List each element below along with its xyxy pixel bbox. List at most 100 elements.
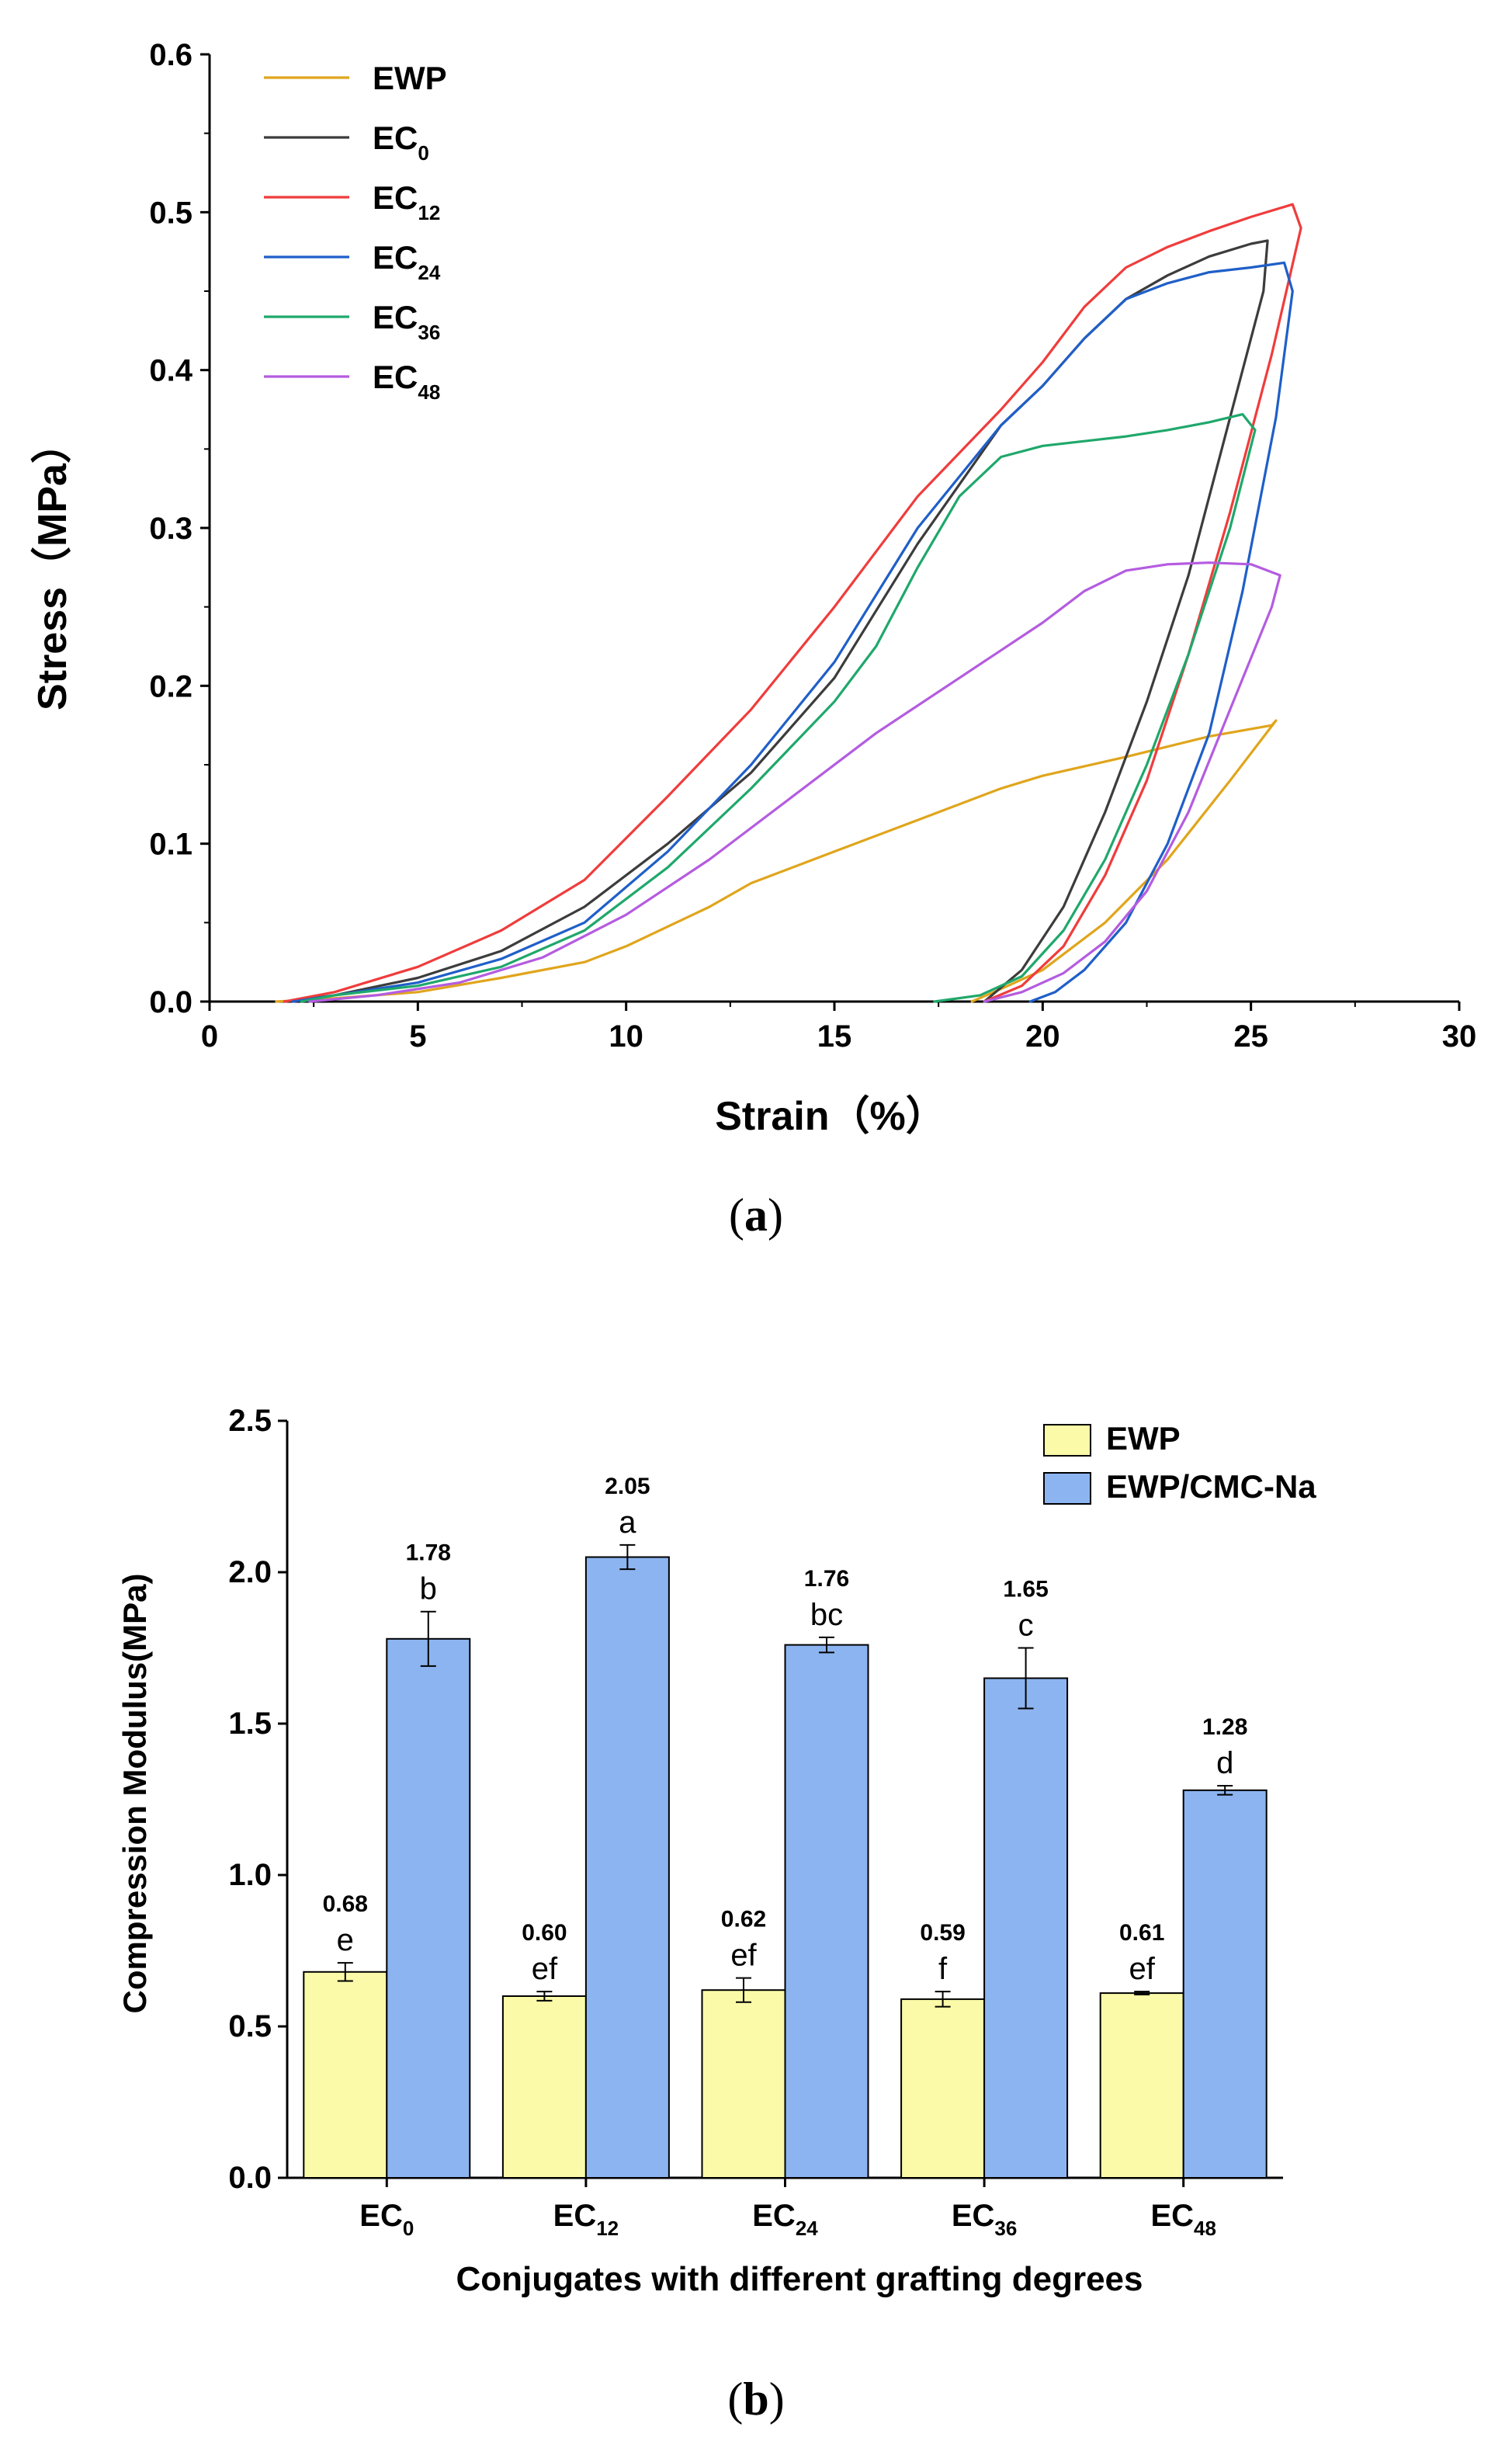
x-axis-title-a: Strain（%） [715,1094,946,1139]
significance-letter: d [1216,1746,1233,1780]
legend-label-ewp-cmc-na: EWP/CMC-Na [1106,1468,1316,1505]
y-tick-label-a: 0.1 [149,828,192,862]
significance-letter: b [420,1572,437,1606]
bar-ewp-ec48 [1099,1992,1184,2179]
series-line-ec24 [291,261,1294,1003]
y-tick-label-a: 0.6 [149,38,192,72]
data-label: 1.28 [1202,1714,1247,1740]
axes-a: 0 5 10 15 20 25 30 0.0 0.1 0.2 0.3 0.4 0.5 0.6 [149,38,1476,1054]
bar-ewp-cmc-na-ec0 [386,1637,471,2179]
data-label: 1.65 [1003,1577,1048,1602]
x-tick-label-a: 20 [1025,1019,1060,1054]
y-tick-label-a: 0.4 [149,354,192,388]
error-bar [1018,1647,1034,1710]
legend-label-ec48: EC48 [373,359,440,404]
error-bar [1134,1991,1150,1996]
x-axis-title-b: Conjugates with different grafting degre… [456,2260,1143,2298]
panel-label-b-open: ( [727,2373,743,2425]
panel-label-b-close: ) [769,2373,785,2425]
legend-label-ewp: EWP [373,60,447,96]
data-label: 2.05 [605,1474,650,1499]
error-bar [819,1636,834,1654]
legend-a: EWP EC0 EC12 EC24 EC36 EC48 [264,60,447,404]
data-label: 1.78 [406,1540,451,1566]
data-label: 0.62 [721,1907,766,1932]
significance-letter: c [1018,1609,1034,1643]
bar-ewp-cmc-na-ec48 [1182,1789,1268,2179]
error-bar [935,1991,951,2008]
y-tick-label-b: 0.5 [228,2009,272,2043]
series-lines-a [275,203,1302,1003]
stress-strain-chart: 0 5 10 15 20 25 30 0.0 0.1 0.2 0.3 0.4 0.5 0.6 EWP EC0… [30,38,1476,1241]
error-bar [1217,1784,1233,1796]
y-tick-label-a: 0.3 [149,512,192,546]
legend-label-ec0: EC0 [373,120,429,165]
series-line-ewp [275,719,1278,1003]
significance-letter: ef [730,1939,757,1973]
significance-letter: e [337,1923,354,1957]
significance-letter: f [938,1952,948,1986]
bar-ewp-cmc-na-ec36 [983,1677,1069,2179]
bar-ewp-cmc-na-ec12 [584,1556,670,2179]
legend-label-ec12: EC12 [373,179,440,224]
legend-label-ec24: EC24 [373,239,441,284]
bar-ewp-ec12 [501,1995,587,2179]
x-tick-label-a: 0 [201,1019,218,1054]
x-tick-label-ec12: EC12 [553,2199,619,2240]
y-tick-label-b: 0.0 [228,2161,272,2195]
y-tick-label-b: 1.0 [228,1858,272,1892]
data-label: 0.61 [1119,1920,1164,1946]
error-bar [337,1962,353,1982]
x-tick-label-ec36: EC36 [952,2199,1018,2240]
y-axis-title-a: Stress（MPa） [30,423,75,710]
error-bar [619,1543,636,1571]
significance-letter: bc [810,1598,843,1632]
significance-letter: a [619,1505,636,1540]
x-tick-label-a: 25 [1233,1019,1268,1054]
compression-modulus-chart: 0.0 0.5 1.0 1.5 2.0 2.5 EC0 EC12 EC24 EC36 EC48 e 0… [116,1404,1316,2425]
bar-ewp-cmc-na-ec24 [784,1644,869,2179]
data-label: 0.59 [920,1920,965,1946]
series-line-ec48 [308,561,1281,1003]
bar-ewp-ec24 [701,1989,786,2179]
panel-label-a: (a) [729,1189,783,1241]
panel-label-a-close: ) [768,1189,783,1241]
legend-swatch-ewp-cmc-na [1043,1472,1091,1505]
panel-label-b-letter: b [743,2373,768,2425]
y-tick-label-a: 0.2 [149,669,192,703]
bar-ewp-ec0 [303,1971,388,2179]
error-bar [536,1991,553,2002]
bar-labels-b: e 0.68 b 1.78 ef 0.60 a 2.05 ef 0.62 bc 1.76 f 0.59 c 1… [323,1474,1248,1986]
series-line-ec36 [300,413,1257,1003]
bar-ewp-ec36 [900,1998,986,2179]
legend-label-ewp: EWP [1106,1420,1181,1457]
error-bar [420,1610,436,1667]
error-bar [736,1977,751,2003]
data-label: 0.68 [323,1891,368,1917]
legend-b: EWP EWP/CMC-Na [1043,1420,1316,1505]
panel-label-a-letter: a [744,1189,768,1241]
bars-b [303,1543,1268,2179]
y-tick-label-a: 0.0 [149,985,192,1019]
y-tick-label-b: 1.5 [228,1707,272,1741]
significance-letter: ef [532,1952,558,1986]
x-tick-label-a: 10 [609,1019,643,1054]
legend-label-ec36: EC36 [373,299,440,344]
significance-letter: ef [1129,1952,1156,1986]
x-tick-label-a: 30 [1442,1019,1477,1054]
panel-label-a-open: ( [729,1189,744,1241]
data-label: 1.76 [804,1566,849,1592]
panel-label-b: (b) [727,2373,784,2425]
y-axis-title-b: Compression Modulus(MPa) [116,1573,153,2013]
x-tick-label-a: 15 [817,1019,852,1054]
series-line-ec12 [283,203,1302,1003]
x-tick-label-ec0: EC0 [359,2199,414,2240]
y-tick-label-a: 0.5 [149,196,192,230]
y-tick-label-b: 2.5 [228,1404,272,1438]
x-tick-label-ec24: EC24 [752,2199,818,2240]
data-label: 0.60 [522,1920,567,1946]
x-tick-label-a: 5 [409,1019,426,1054]
series-line-ec0 [283,239,1269,1003]
legend-swatch-ewp [1043,1424,1091,1457]
